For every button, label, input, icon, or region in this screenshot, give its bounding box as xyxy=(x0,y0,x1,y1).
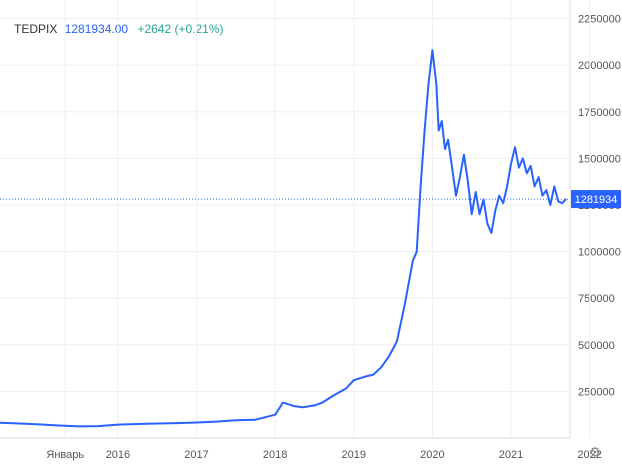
y-tick-label: 1500000 xyxy=(578,153,621,165)
x-tick-label: 2021 xyxy=(499,449,523,461)
x-tick-label: 2019 xyxy=(342,449,366,461)
price-label-text: 1281934 xyxy=(575,194,618,206)
x-tick-label: 2022 xyxy=(577,449,601,461)
price-label-box xyxy=(571,190,621,209)
y-tick-label: 1750000 xyxy=(578,107,621,119)
x-tick-label: 2017 xyxy=(184,449,208,461)
y-tick-label: 250000 xyxy=(578,386,615,398)
y-tick-label: 2000000 xyxy=(578,60,621,72)
x-tick-label: Январь xyxy=(46,449,84,461)
x-tick-label: 2020 xyxy=(420,449,444,461)
symbol-name: TEDPIX xyxy=(14,22,58,36)
series-line-0 xyxy=(0,49,567,428)
y-tick-label: 2250000 xyxy=(578,14,621,26)
x-tick-label: 2016 xyxy=(106,449,130,461)
y-tick-label: 500000 xyxy=(578,340,615,352)
gear-icon[interactable]: ⚙ xyxy=(588,444,602,460)
y-tick-label: 750000 xyxy=(578,293,615,305)
chart-header: TEDPIX 1281934.00 +2642 (+0.21%) xyxy=(14,22,224,36)
last-value: 1281934.00 xyxy=(64,22,129,36)
change-value: +2642 (+0.21%) xyxy=(137,22,224,36)
x-tick-label: 2018 xyxy=(263,449,287,461)
y-tick-label: 1000000 xyxy=(578,247,621,259)
